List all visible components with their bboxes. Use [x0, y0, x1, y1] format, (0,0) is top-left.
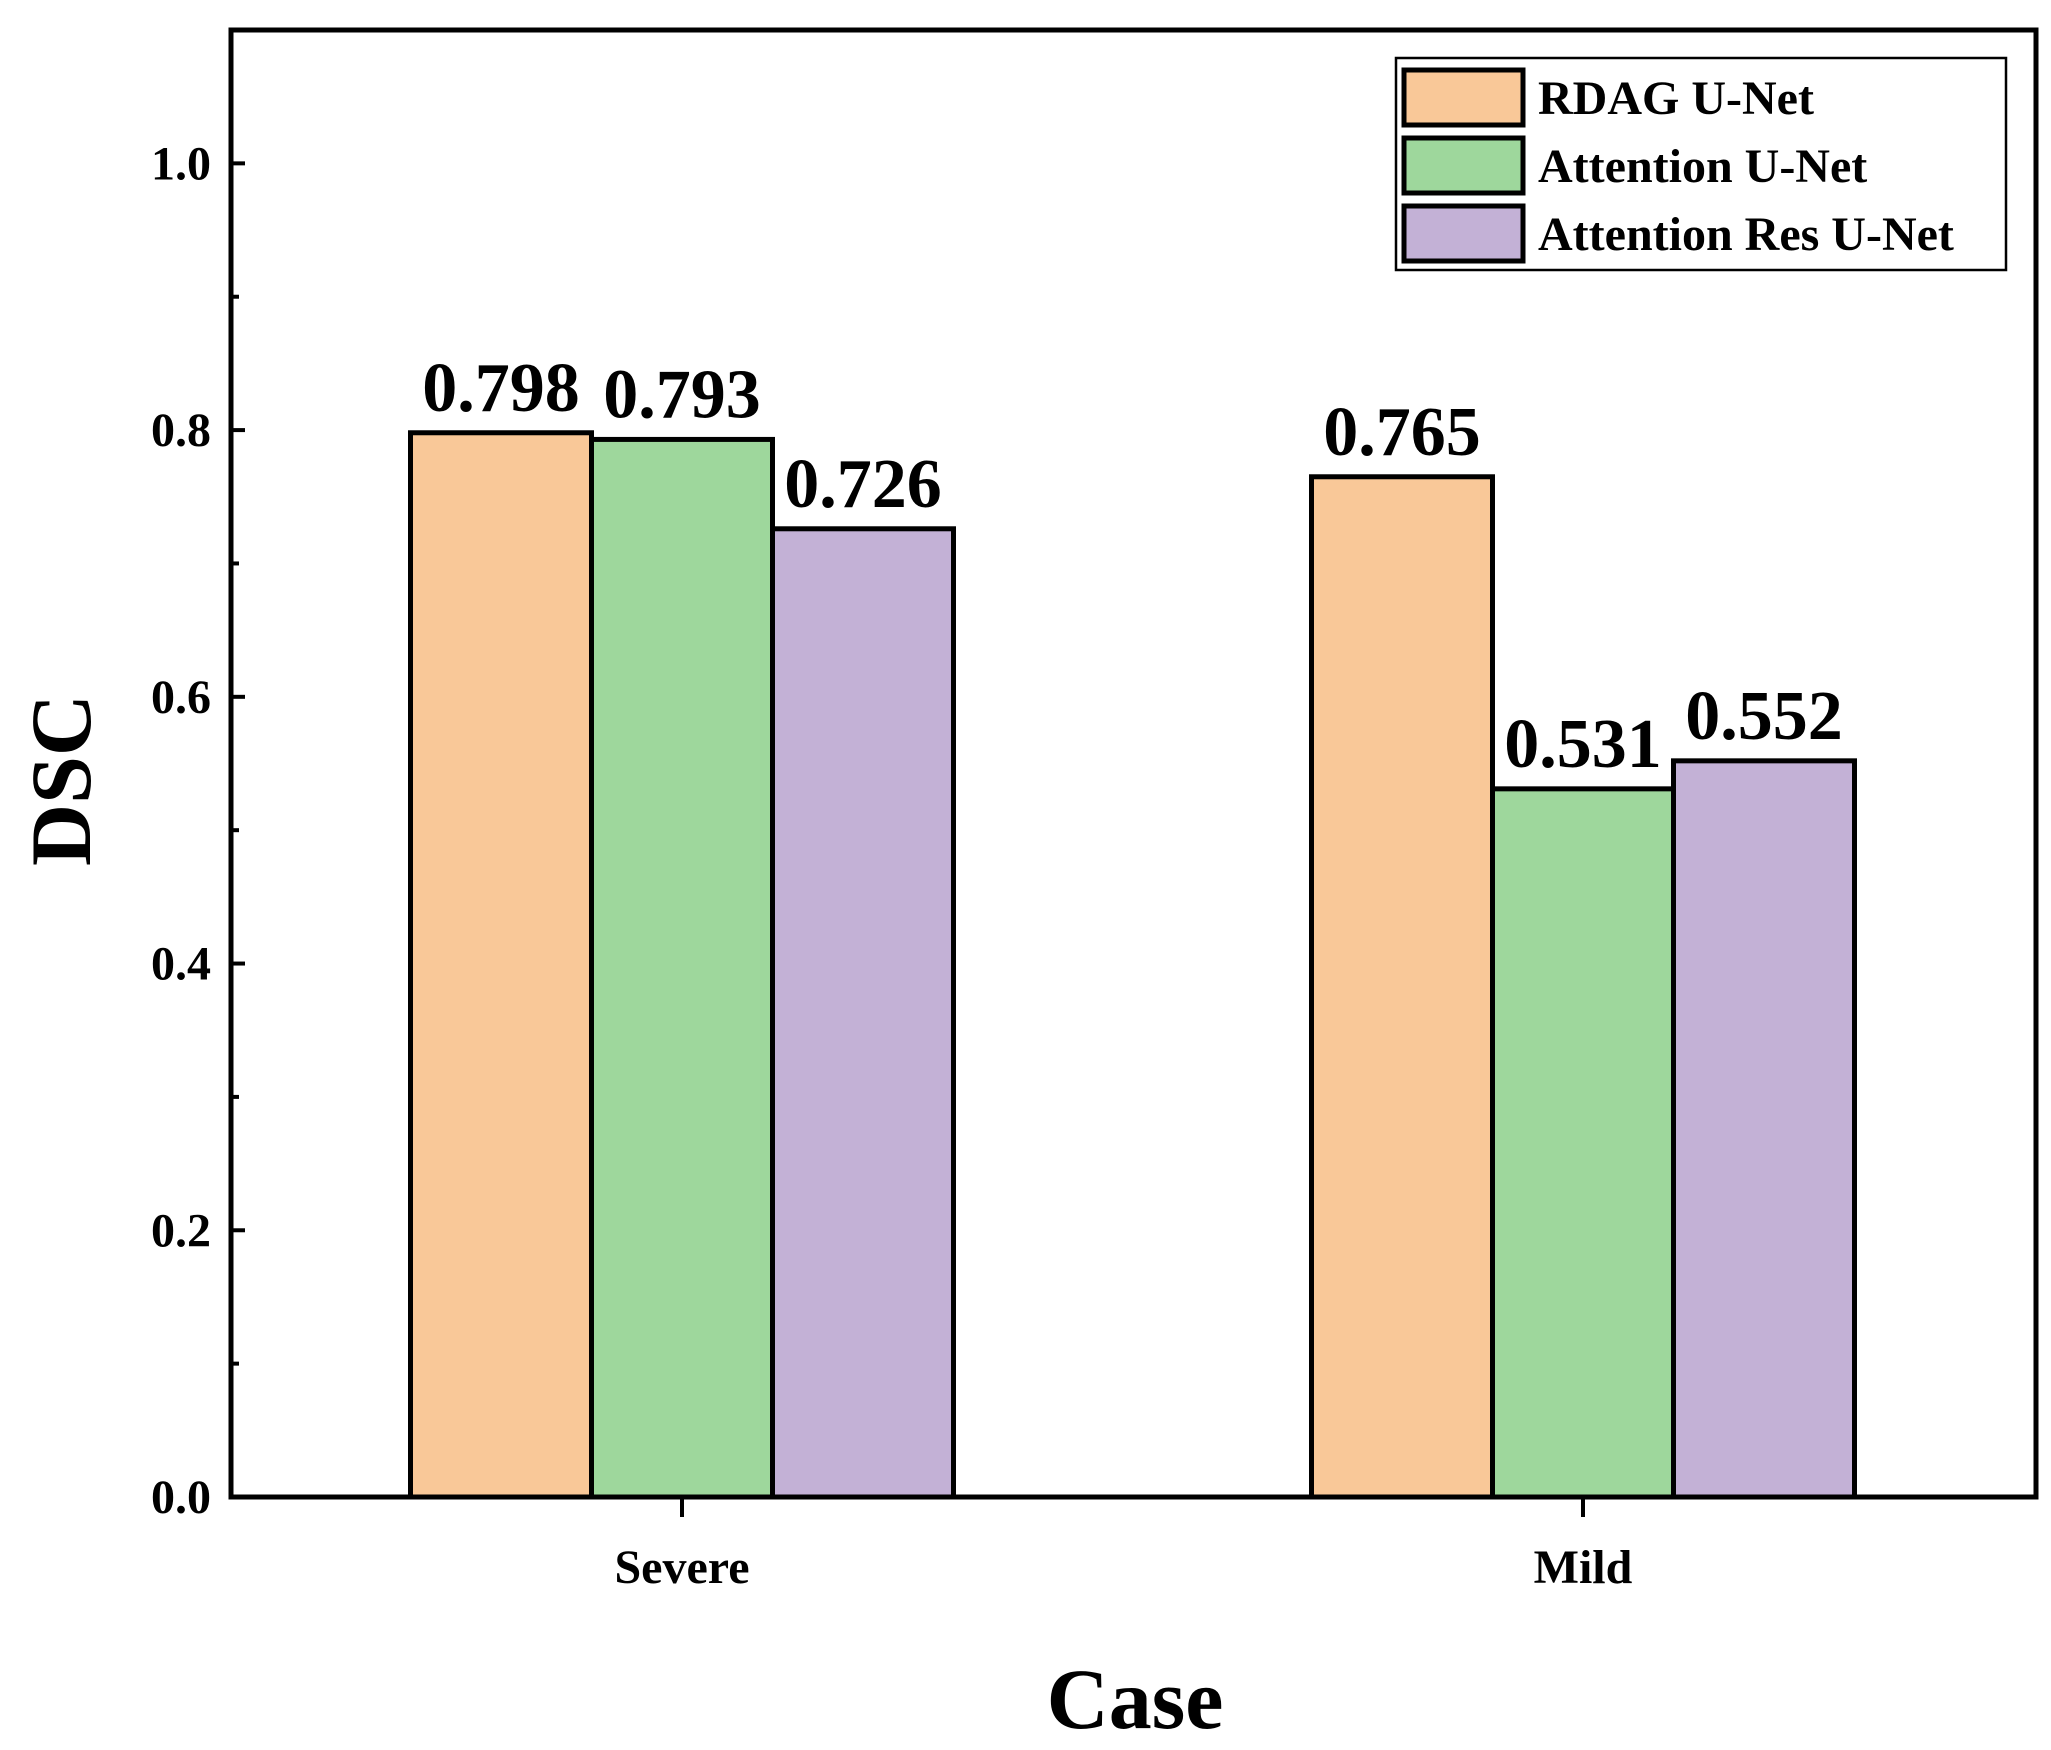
bar-mild-attention-u-net — [1490, 786, 1676, 1500]
legend-swatch-attention-u-net — [1401, 135, 1526, 196]
data-label-mild-1: 0.531 — [1504, 706, 1662, 783]
y-tick-label: 1.0 — [151, 137, 211, 190]
data-label-severe-1: 0.793 — [603, 356, 761, 433]
bar-mild-attention-res-u-net — [1671, 758, 1857, 1500]
y-axis: 0.0 0.2 0.4 0.6 0.8 1.0 — [151, 137, 245, 1524]
y-tick-label: 0.0 — [151, 1471, 211, 1524]
y-tick-label: 0.2 — [151, 1204, 211, 1257]
data-label-mild-0: 0.765 — [1323, 394, 1481, 471]
x-axis-title: Case — [1047, 1651, 1224, 1747]
y-axis-title: DSC — [13, 694, 109, 866]
bar-severe-attention-u-net — [589, 436, 775, 1500]
data-label-severe-2: 0.726 — [784, 446, 942, 523]
legend-swatch-rdag-u-net — [1401, 67, 1526, 128]
bar-mild-rdag-u-net — [1309, 474, 1495, 1500]
plot-frame — [228, 27, 2039, 1500]
data-label-severe-0: 0.798 — [422, 350, 580, 427]
legend-label-attention-res-u-net: Attention Res U-Net — [1538, 208, 1954, 261]
y-tick-label: 0.6 — [151, 671, 211, 724]
x-axis: Severe Mild — [614, 1497, 1633, 1594]
legend-label-rdag-u-net: RDAG U-Net — [1538, 72, 1814, 125]
legend: RDAG U-Net Attention U-Net Attention Res U… — [1394, 56, 2008, 272]
bar-severe-attention-res-u-net — [770, 526, 956, 1500]
data-label-mild-2: 0.552 — [1685, 678, 1843, 755]
bars-layer — [408, 430, 1857, 1500]
y-tick-label: 0.8 — [151, 404, 211, 457]
legend-label-attention-u-net: Attention U-Net — [1538, 140, 1867, 193]
bar-severe-rdag-u-net — [408, 430, 594, 1500]
x-tick-label-mild: Mild — [1534, 1541, 1633, 1594]
x-tick-label-severe: Severe — [614, 1541, 749, 1594]
data-labels: 0.798 0.793 0.726 0.765 0.531 0.552 — [422, 350, 1843, 783]
y-tick-label: 0.4 — [151, 938, 211, 991]
legend-swatch-attention-res-u-net — [1401, 203, 1526, 264]
